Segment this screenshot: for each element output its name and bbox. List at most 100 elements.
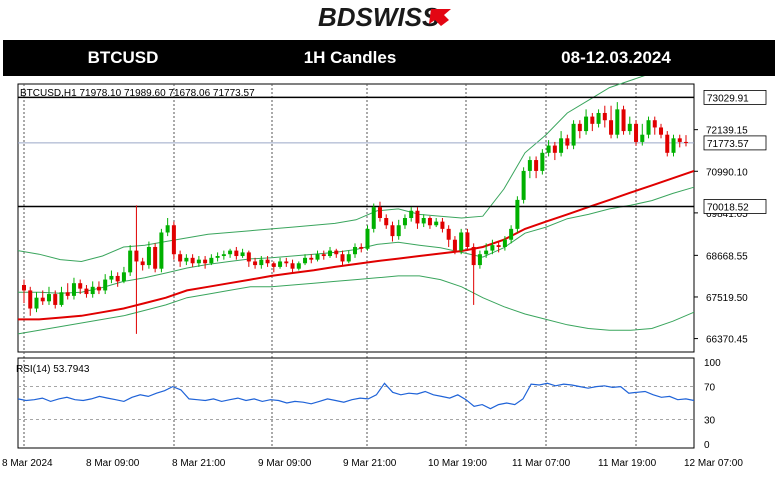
candle-body [184,257,189,262]
candle-body [53,294,58,305]
candle-body [440,221,445,229]
price-tick-label: 66370.45 [706,335,748,346]
candle-body [390,225,395,237]
candle-body [346,254,351,262]
candle-body [652,120,657,128]
time-axis-label: 9 Mar 09:00 [258,458,312,469]
time-axis-label: 8 Mar 09:00 [86,458,140,469]
candle-body [59,292,64,305]
candle-body [340,254,345,262]
candle-body [590,116,595,124]
candle-body [171,225,176,255]
candle-body [121,272,126,282]
candle-body [452,239,457,251]
candle-body [540,152,545,171]
price-panel-frame [17,83,695,353]
current-price-box [703,135,767,151]
candle-body [203,259,208,264]
candle-body [634,123,639,142]
candle-body [409,210,414,218]
candle-body [415,210,420,224]
brand-name: BDSWISS [318,2,440,32]
time-axis-label: 9 Mar 21:00 [343,458,397,469]
candle-body [384,218,389,226]
candle-body [646,120,651,135]
candle-body [490,245,495,251]
candle-body [134,250,139,262]
candle-body [515,199,520,229]
candle-body [552,145,557,153]
candle-body [446,228,451,240]
candle-body [334,250,339,255]
rsi-tick-label: 100 [704,358,721,369]
candle-body [434,221,439,226]
candle-body [153,246,158,269]
candle-body [602,112,607,121]
candle-body [328,250,333,257]
level-box [703,199,767,214]
candle-body [221,254,226,257]
candle-body [527,160,532,171]
candles [22,102,688,334]
candle-body [240,252,245,257]
candle-body [165,225,170,233]
candle-body [78,283,83,289]
candle-body [209,257,214,264]
price-tick-label: 69841.05 [706,209,748,220]
candle-body [321,254,326,257]
time-axis-label: 12 Mar 07:00 [684,458,743,469]
candle-body [671,138,676,153]
candle-body [615,109,620,135]
candle-body [65,292,70,296]
candle-body [684,141,688,143]
candle-body [190,257,195,264]
candle-body [521,170,526,200]
chart-info-line: BTCUSD,H1 71978.10 71989.60 71678.06 717… [20,88,255,99]
candle-body [559,138,564,153]
candle-body [596,112,601,124]
candle-body [96,286,101,291]
moving-average-line [18,169,695,321]
moving-average [18,169,695,321]
candle-body [371,207,376,229]
level-label: 70018.52 [707,202,749,213]
candle-body [484,250,489,255]
candle-body [359,246,364,249]
candle-body [365,228,370,249]
candle-body [465,232,470,247]
price-tick-label: 67519.50 [706,293,748,304]
candle-body [284,261,289,264]
candle-body [584,116,589,132]
candle-body [627,123,632,132]
candle-body [577,123,582,132]
rsi-line [17,382,695,410]
level-box [703,90,767,105]
candle-body [665,134,670,153]
candle-body [265,259,270,264]
candle-body [309,257,314,260]
candle-body [377,207,382,218]
rsi-label: RSI(14) 53.7943 [16,364,90,375]
candle-body [471,246,476,266]
time-axis-label: 8 Mar 21:00 [172,458,226,469]
candle-body [90,286,95,295]
bollinger-lower-line [17,275,695,335]
btcusd-candlestick-chart: 72139.15 70990.10 69841.05 68668.55 67519.50… [0,76,780,482]
candle-body [296,263,301,269]
candle-body [234,250,239,257]
price-tick-label: 68668.55 [706,251,748,262]
timeframe-label: 1H Candles [303,48,397,67]
candle-body [159,232,164,269]
chart-header-bar: BTCUSD 1H Candles 08-12.03.2024 [3,40,775,76]
current-price-label: 71773.57 [707,139,749,150]
rsi-panel-frame [17,357,695,449]
price-tick-label: 70990.10 [706,167,748,178]
candle-body [502,239,507,247]
candle-body [228,250,233,255]
time-axis-label: 8 Mar 2024 [2,458,53,469]
candle-body [565,138,570,146]
candle-body [509,228,514,240]
level-label: 73029.91 [707,93,749,104]
candle-body [659,127,664,135]
candle-body [196,259,201,264]
